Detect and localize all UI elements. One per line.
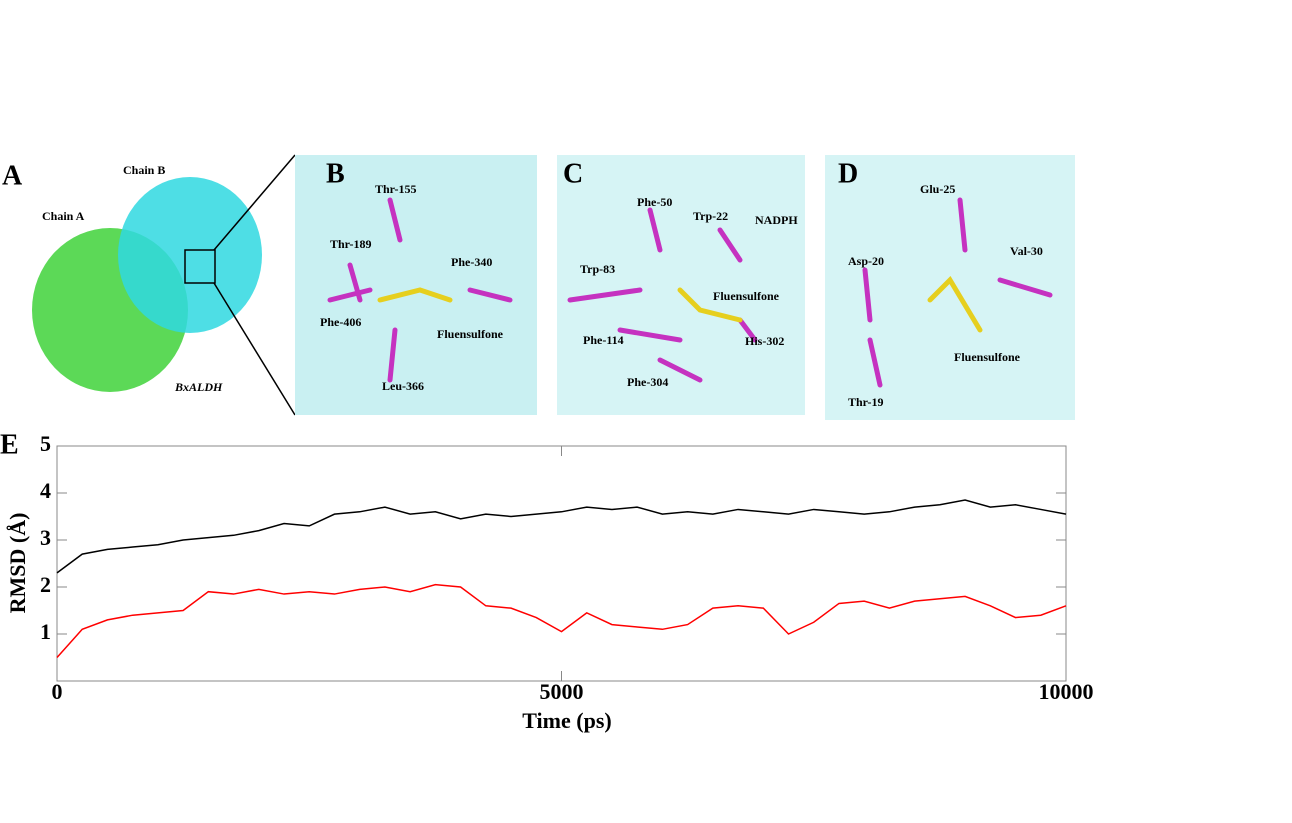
y-tick-label: 2	[40, 572, 51, 597]
y-tick-label: 5	[40, 431, 51, 456]
x-axis-label: Time (ps)	[522, 708, 611, 733]
label: Phe-114	[583, 333, 624, 347]
rmsd-line	[56, 499, 1067, 574]
panel-letter: D	[838, 158, 858, 189]
x-tick-label: 0	[52, 679, 63, 704]
label: Trp-83	[580, 262, 615, 276]
panel-letter: E	[0, 429, 19, 460]
label: NADPH	[755, 213, 798, 227]
label: Chain A	[42, 209, 85, 223]
rmsd-line	[56, 583, 1067, 659]
binding-site-views	[295, 155, 1075, 420]
label: Fluensulfone	[954, 350, 1021, 364]
y-tick-label: 1	[40, 619, 51, 644]
label: Phe-304	[627, 375, 668, 389]
label: Glu-25	[920, 182, 955, 196]
label: Phe-50	[637, 195, 672, 209]
label: Leu-366	[382, 379, 424, 393]
label: Fluensulfone	[713, 289, 780, 303]
label: Phe-406	[320, 315, 361, 329]
label: Asp-20	[848, 254, 884, 268]
label: Val-30	[1010, 244, 1043, 258]
x-tick-label: 10000	[1039, 679, 1094, 704]
y-tick-label: 3	[40, 525, 51, 550]
label: BxALDH	[174, 380, 223, 394]
protein-structure	[32, 154, 296, 416]
plot-frame	[56, 445, 1067, 682]
y-axis-label: RMSD (Å)	[5, 513, 30, 614]
y-tick-label: 4	[40, 478, 51, 503]
label: Thr-19	[848, 395, 884, 409]
label: Phe-340	[451, 255, 492, 269]
panel-letter: C	[563, 158, 583, 189]
panel-letter: A	[2, 160, 23, 191]
label: Fluensulfone	[437, 327, 504, 341]
label: His-302	[745, 334, 784, 348]
x-tick-label: 5000	[540, 679, 584, 704]
label: Thr-155	[375, 182, 417, 196]
label: Thr-189	[330, 237, 372, 251]
label: Trp-22	[693, 209, 728, 223]
panel-letter: B	[326, 158, 345, 189]
label: Chain B	[123, 163, 165, 177]
